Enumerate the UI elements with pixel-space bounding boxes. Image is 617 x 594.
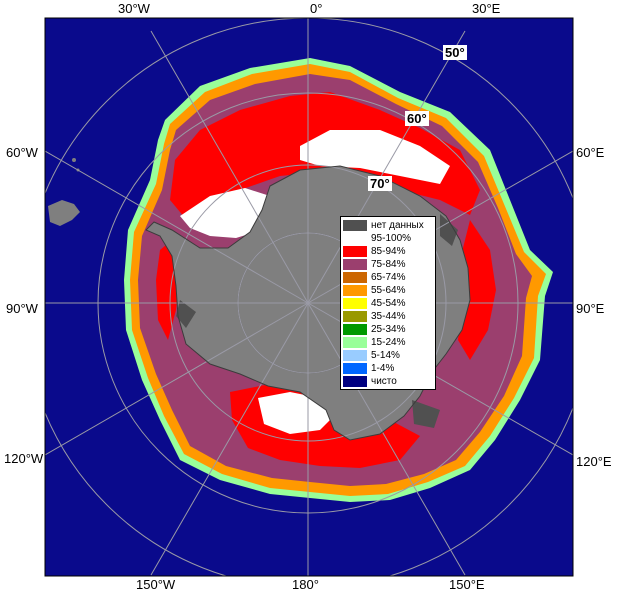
legend-swatch (343, 246, 367, 257)
legend-item: 55-64% (343, 284, 433, 297)
legend-label: 45-54% (371, 298, 406, 309)
legend-swatch (343, 259, 367, 270)
legend-label: 1-4% (371, 363, 395, 374)
legend-swatch (343, 337, 367, 348)
lon-label-150w: 150°W (136, 577, 176, 592)
legend-item: 35-44% (343, 310, 433, 323)
ice-band-85-94-east (458, 220, 496, 360)
legend-swatch (343, 311, 367, 322)
legend-swatch (343, 285, 367, 296)
lat-label-70: 70° (368, 176, 392, 191)
lon-label-60w: 60°W (6, 145, 38, 160)
legend-label: 75-84% (371, 259, 406, 270)
ice-95-100-weddell (300, 130, 450, 184)
lat-label-60: 60° (405, 111, 429, 126)
legend-swatch (343, 350, 367, 361)
lon-label-30e: 30°E (472, 1, 501, 16)
legend-label: 55-64% (371, 285, 406, 296)
lon-label-120e: 120°E (576, 454, 612, 469)
legend-item: 85-94% (343, 245, 433, 258)
coastline (145, 165, 471, 441)
lon-label-90e: 90°E (576, 301, 605, 316)
legend-swatch (343, 233, 367, 244)
legend-label: 95-100% (371, 233, 412, 244)
legend-item: чисто (343, 375, 433, 388)
lon-label-60e: 60°E (576, 145, 605, 160)
legend-label: 65-74% (371, 272, 406, 283)
legend-label: 25-34% (371, 324, 406, 335)
legend-label: 85-94% (371, 246, 406, 257)
legend: нет данных 95-100% 85-94% 75-84% 65-74% 55-64… (340, 216, 436, 390)
lon-label-150e: 150°E (449, 577, 485, 592)
legend-item: 25-34% (343, 323, 433, 336)
legend-label: нет данных (371, 220, 424, 231)
legend-item: нет данных (343, 219, 433, 232)
lat-label-50: 50° (443, 45, 467, 60)
map-frame (44, 17, 574, 577)
legend-item: 45-54% (343, 297, 433, 310)
legend-swatch (343, 220, 367, 231)
legend-item: 75-84% (343, 258, 433, 271)
lon-label-90w: 90°W (6, 301, 38, 316)
legend-item: 65-74% (343, 271, 433, 284)
lon-label-30w: 30°W (118, 1, 150, 16)
legend-label: 5-14% (371, 350, 400, 361)
no-data-patches (176, 214, 458, 428)
legend-swatch (343, 376, 367, 387)
legend-swatch (343, 272, 367, 283)
legend-item: 15-24% (343, 336, 433, 349)
legend-swatch (343, 324, 367, 335)
legend-label: чисто (371, 376, 397, 387)
legend-item: 95-100% (343, 232, 433, 245)
legend-item: 1-4% (343, 362, 433, 375)
lon-label-120w: 120°W (4, 451, 44, 466)
lon-label-180: 180° (292, 577, 319, 592)
legend-swatch (343, 363, 367, 374)
legend-item: 5-14% (343, 349, 433, 362)
south-america-land (48, 200, 80, 226)
legend-label: 15-24% (371, 337, 406, 348)
legend-swatch (343, 298, 367, 309)
legend-label: 35-44% (371, 311, 406, 322)
lon-label-0: 0° (310, 1, 323, 16)
